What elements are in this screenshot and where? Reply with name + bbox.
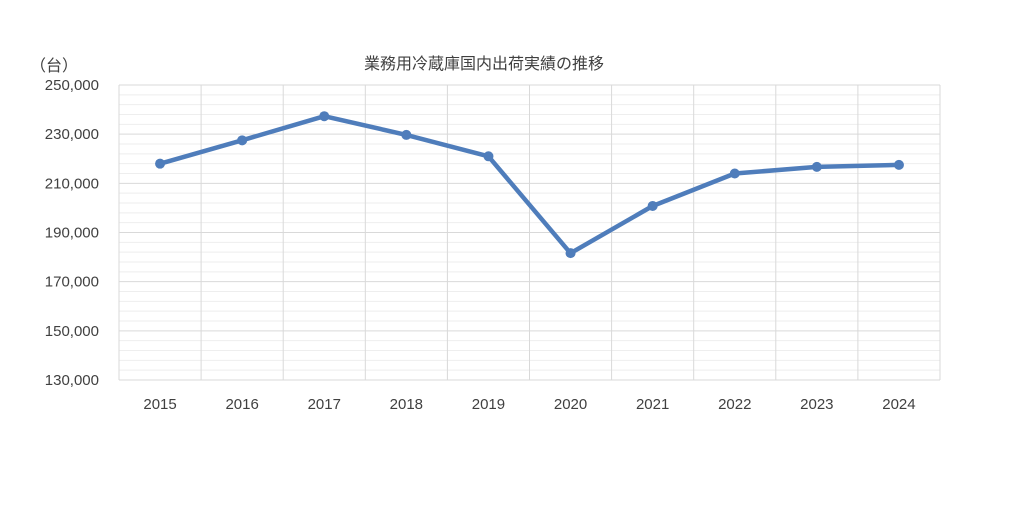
data-point	[155, 158, 166, 169]
x-tick-label: 2021	[636, 396, 669, 413]
y-tick-label: 150,000	[45, 323, 99, 340]
x-tick-label: 2020	[554, 396, 587, 413]
y-tick-label: 230,000	[45, 126, 99, 143]
y-tick-label: 170,000	[45, 274, 99, 291]
data-point	[565, 248, 576, 259]
data-point	[647, 200, 658, 211]
y-tick-label: 250,000	[45, 77, 99, 94]
x-tick-label: 2023	[800, 396, 833, 413]
data-point	[729, 168, 740, 179]
x-tick-label: 2022	[718, 396, 751, 413]
y-tick-label: 210,000	[45, 175, 99, 192]
x-tick-label: 2019	[472, 396, 505, 413]
series-line	[157, 113, 902, 256]
y-tick-label: 130,000	[45, 372, 99, 389]
major-gridlines	[118, 84, 941, 381]
data-point	[319, 111, 330, 122]
data-point	[483, 151, 494, 162]
data-point	[893, 159, 904, 170]
data-point	[237, 135, 248, 146]
y-axis-unit-label: （台）	[30, 56, 78, 75]
x-tick-label: 2015	[143, 396, 176, 413]
chart-title: 業務用冷蔵庫国内出荷実績の推移	[364, 54, 604, 73]
y-tick-label: 190,000	[45, 225, 99, 242]
x-tick-label: 2017	[308, 396, 341, 413]
x-axis-tick-labels: 2015 2016 2017 2018 2019 2020 2021 2022 2023 2024	[143, 396, 915, 413]
x-tick-label: 2018	[390, 396, 423, 413]
y-axis-tick-labels: 130,000 150,000 170,000 190,000 210,000 230,0…	[45, 77, 99, 389]
series-layer	[155, 111, 904, 259]
data-point	[401, 129, 412, 140]
data-point	[811, 161, 822, 172]
x-tick-label: 2024	[882, 396, 915, 413]
x-tick-label: 2016	[225, 396, 258, 413]
